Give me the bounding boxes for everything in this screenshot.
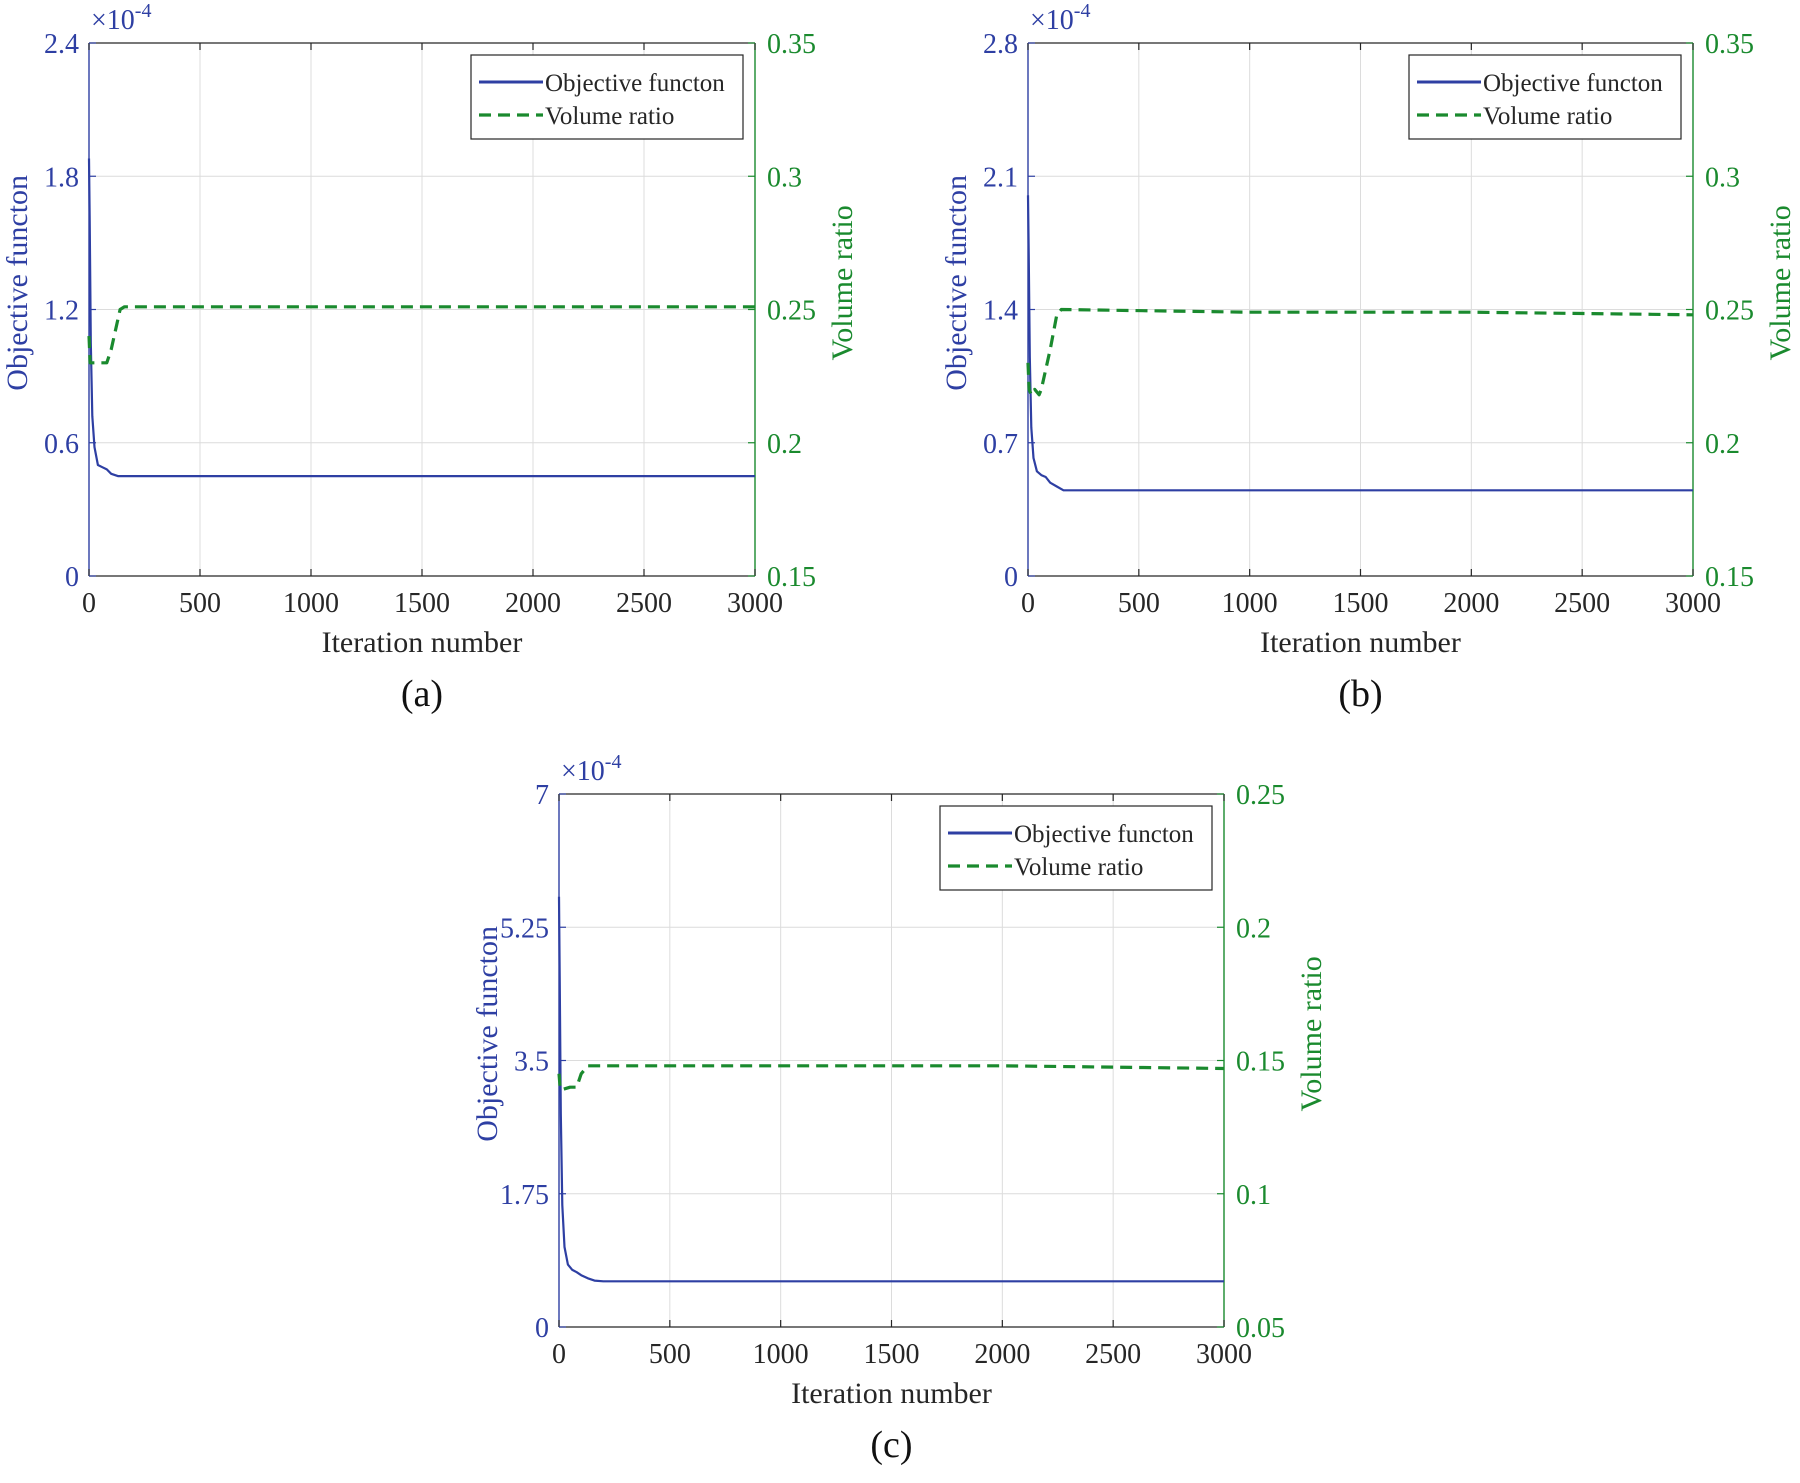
y-tick-label: 2.4 xyxy=(44,29,79,60)
legend-box xyxy=(939,805,1213,891)
chart-b: 0 500 1000 1500 2000 2500 3000 0 0.7 1.4 2.1 2.8 0.1… xyxy=(940,0,1797,715)
y-tick-label: 0 xyxy=(535,1313,549,1344)
legend: Objective functon Volume ratio xyxy=(470,54,744,140)
x-tick-label: 3000 xyxy=(1196,1339,1252,1370)
y-tick-label: 2.1 xyxy=(983,162,1018,193)
y-tick-label: 0.7 xyxy=(983,429,1018,460)
legend-label-volume: Volume ratio xyxy=(1483,103,1612,130)
x-tick-label: 0 xyxy=(552,1339,566,1370)
volume-ratio-line xyxy=(557,1064,1225,1092)
y2-axis-label: Volume ratio xyxy=(826,205,859,360)
y-tick-label: 7 xyxy=(535,780,549,811)
y2-tick-label: 0.35 xyxy=(767,29,816,60)
scale-multiplier: ×10-4 xyxy=(91,0,151,36)
x-tick-label: 0 xyxy=(82,588,96,619)
chart-caption: (b) xyxy=(1338,673,1382,715)
y2-tick-label: 0.25 xyxy=(1236,780,1285,811)
objective-function-line xyxy=(557,896,1224,1283)
x-tick-label: 2000 xyxy=(974,1339,1030,1370)
scale-multiplier: ×10-4 xyxy=(561,751,621,787)
y-tick-label: 1.4 xyxy=(983,296,1018,327)
volume-ratio-line xyxy=(87,305,755,365)
y-tick-label: 1.75 xyxy=(500,1180,549,1211)
y2-tick-label: 0.3 xyxy=(1705,162,1740,193)
x-tick-label: 1000 xyxy=(1222,588,1278,619)
y2-tick-label: 0.15 xyxy=(1705,562,1754,593)
y-tick-label: 0 xyxy=(65,562,79,593)
x-axis-label: Iteration number xyxy=(1260,626,1461,659)
y2-tick-label: 0.2 xyxy=(1236,913,1271,944)
y-tick-label: 1.2 xyxy=(44,296,79,327)
legend-label-objective: Objective functon xyxy=(1014,821,1194,848)
y2-tick-label: 0.05 xyxy=(1236,1313,1285,1344)
y2-tick-label: 0.2 xyxy=(767,429,802,460)
x-tick-label: 1500 xyxy=(394,588,450,619)
chart-caption: (a) xyxy=(401,673,443,715)
y-tick-label: 3.5 xyxy=(514,1047,549,1078)
y-tick-label: 0.6 xyxy=(44,429,79,460)
y-axis-label: Objective functon xyxy=(471,926,504,1142)
scale-multiplier: ×10-4 xyxy=(1030,0,1090,36)
y2-tick-label: 0.2 xyxy=(1705,429,1740,460)
y-tick-label: 2.8 xyxy=(983,29,1018,60)
y2-axis-label: Volume ratio xyxy=(1764,205,1797,360)
x-tick-label: 1500 xyxy=(864,1339,920,1370)
legend-label-volume: Volume ratio xyxy=(545,103,674,130)
x-tick-label: 2500 xyxy=(616,588,672,619)
legend-label-objective: Objective functon xyxy=(545,70,725,97)
legend-box xyxy=(1408,54,1682,140)
legend-label-volume: Volume ratio xyxy=(1014,854,1143,881)
x-tick-label: 500 xyxy=(649,1339,691,1370)
y-tick-label: 5.25 xyxy=(500,913,549,944)
x-tick-label: 500 xyxy=(1118,588,1160,619)
x-axis-label: Iteration number xyxy=(322,626,523,659)
y2-tick-label: 0.15 xyxy=(1236,1047,1285,1078)
x-axis-label: Iteration number xyxy=(791,1377,992,1410)
x-tick-label: 2000 xyxy=(1443,588,1499,619)
x-tick-label: 500 xyxy=(179,588,221,619)
x-tick-label: 3000 xyxy=(727,588,783,619)
y2-tick-label: 0.1 xyxy=(1236,1180,1271,1211)
legend-label-objective: Objective functon xyxy=(1483,70,1663,97)
chart-c: 0 500 1000 1500 2000 2500 3000 0 1.75 3.5 5.25 7 0.0… xyxy=(471,751,1328,1466)
x-tick-label: 1000 xyxy=(753,1339,809,1370)
x-tick-label: 2500 xyxy=(1554,588,1610,619)
y2-tick-label: 0.25 xyxy=(767,296,816,327)
y2-tick-label: 0.15 xyxy=(767,562,816,593)
x-tick-label: 2000 xyxy=(505,588,561,619)
x-tick-label: 2500 xyxy=(1085,1339,1141,1370)
chart-a: 0 500 1000 1500 2000 2500 3000 0 0.6 1.2 1.8 2.4 0.1… xyxy=(1,0,859,715)
x-tick-label: 3000 xyxy=(1665,588,1721,619)
y-axis-label: Objective functon xyxy=(940,175,973,391)
y-axis-label: Objective functon xyxy=(1,175,34,391)
x-tick-label: 1500 xyxy=(1333,588,1389,619)
chart-caption: (c) xyxy=(870,1424,912,1466)
objective-function-line xyxy=(87,158,755,478)
y2-axis-label: Volume ratio xyxy=(1295,956,1328,1111)
y2-tick-label: 0.25 xyxy=(1705,296,1754,327)
x-tick-label: 0 xyxy=(1021,588,1035,619)
x-tick-label: 1000 xyxy=(283,588,339,619)
y-tick-label: 1.8 xyxy=(44,162,79,193)
legend-box xyxy=(470,54,744,140)
y2-tick-label: 0.35 xyxy=(1705,29,1754,60)
legend: Objective functon Volume ratio xyxy=(939,805,1213,891)
y-tick-label: 0 xyxy=(1004,562,1018,593)
legend: Objective functon Volume ratio xyxy=(1408,54,1682,140)
y2-tick-label: 0.3 xyxy=(767,162,802,193)
